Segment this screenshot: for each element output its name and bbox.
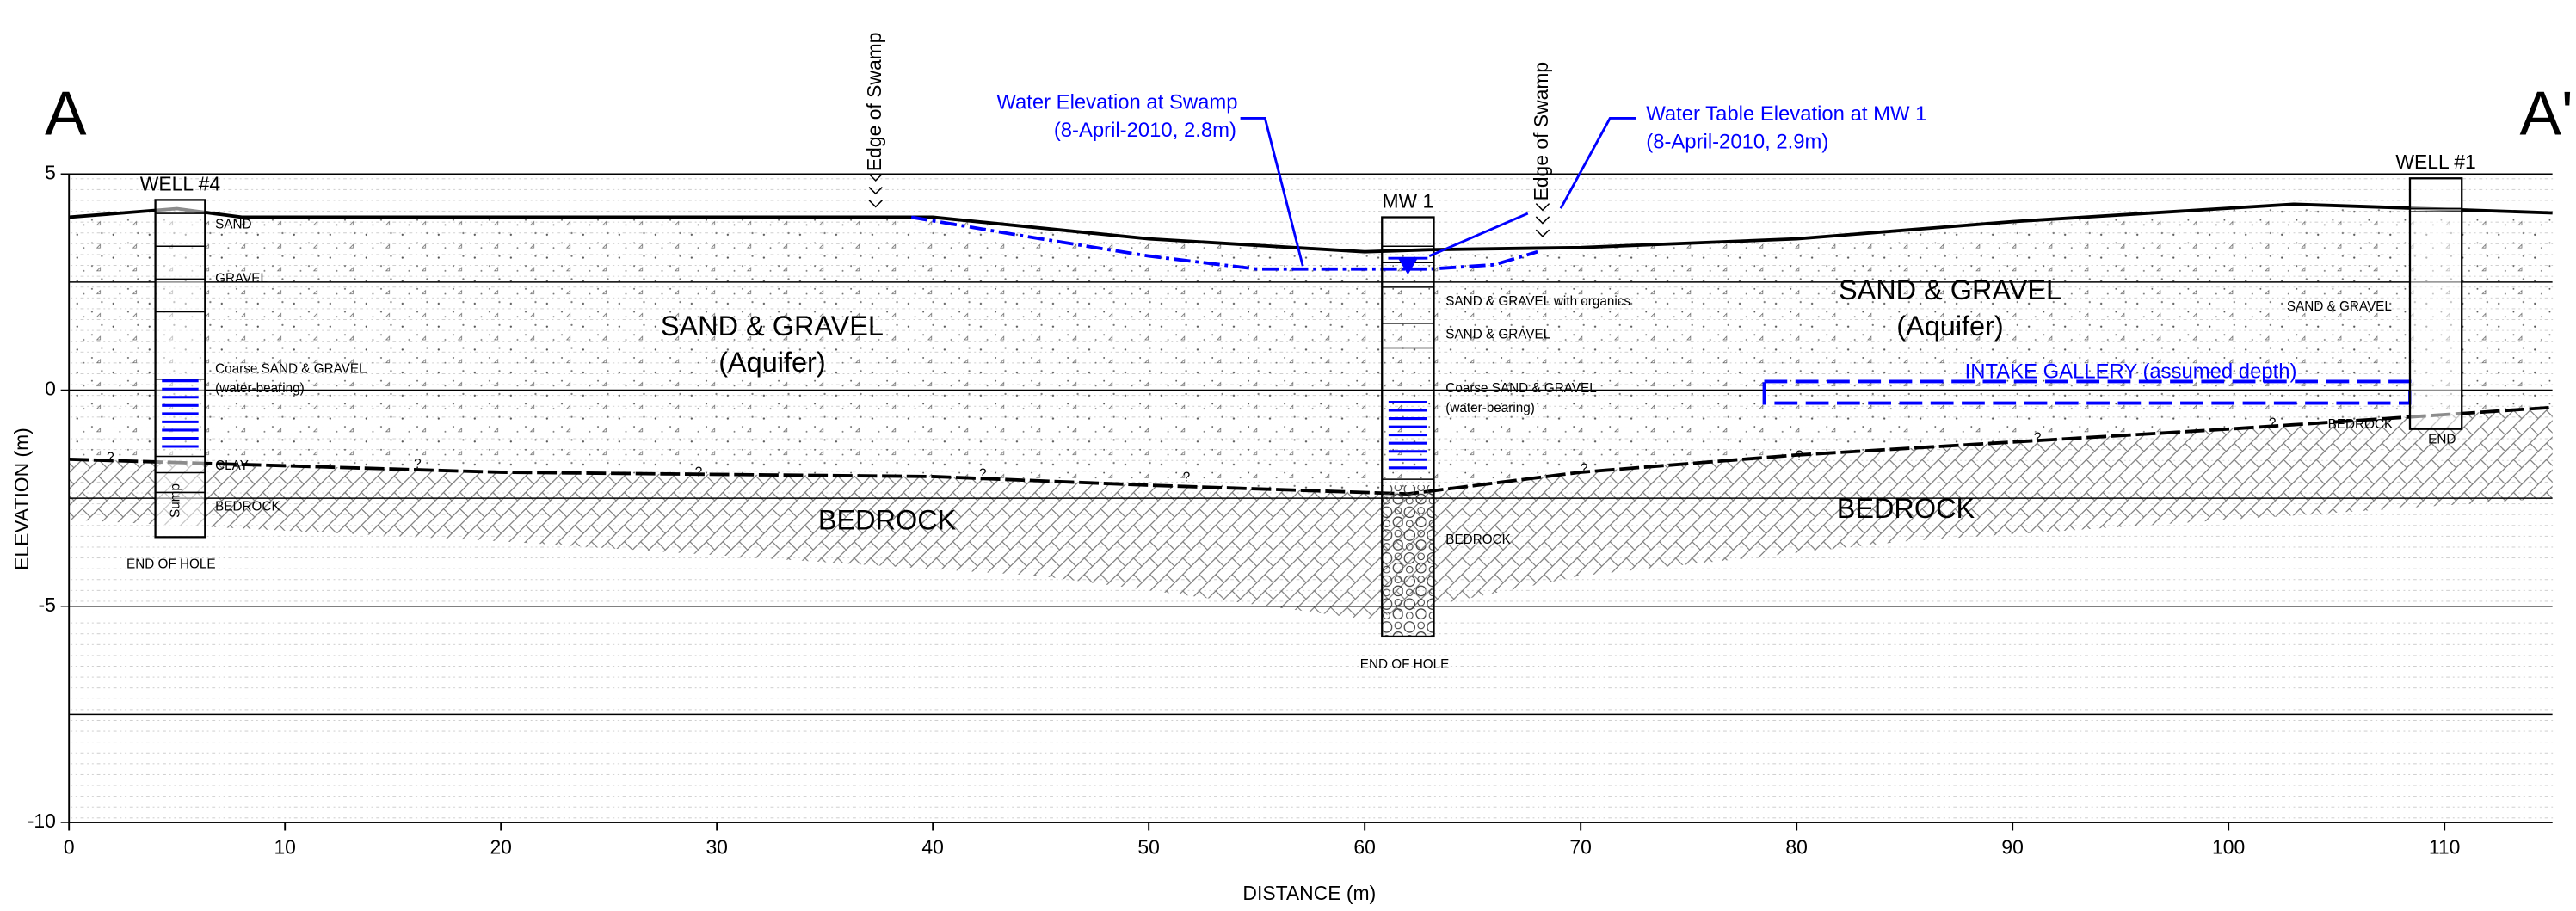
annotation: Water Table Elevation at MW 1 <box>1646 102 1926 126</box>
aquifer-fill <box>69 204 2553 495</box>
x-tick-label: 30 <box>706 836 727 859</box>
y-tick-label: 0 <box>45 378 56 400</box>
annotation: (8-April-2010, 2.9m) <box>1646 130 1828 153</box>
well-name: WELL #4 <box>140 172 221 194</box>
x-tick-label: 20 <box>490 836 511 859</box>
log-label: SAND & GRAVEL <box>1445 327 1550 342</box>
well-column <box>154 199 206 539</box>
annotation: (8-April-2010, 2.8m) <box>1054 119 1236 142</box>
log-label: END <box>2428 432 2456 446</box>
log-label: BEDROCK <box>215 500 280 514</box>
log-label: SAND & GRAVEL <box>2287 299 2392 314</box>
well-rock-fill <box>1382 485 1434 637</box>
x-tick-label: 60 <box>1353 836 1375 859</box>
log-label: (water-bearing) <box>1445 401 1535 415</box>
log-label: Coarse SAND & GRAVEL <box>1445 381 1596 396</box>
log-label: GRAVEL <box>215 271 268 286</box>
intake-label: INTAKE GALLERY (assumed depth) <box>1965 360 2297 383</box>
section-end: A' <box>2520 79 2573 149</box>
x-tick-label: 90 <box>2001 836 2023 859</box>
layer-label: BEDROCK <box>818 504 957 535</box>
layer-label: (Aquifer) <box>718 347 825 378</box>
question-mark: ? <box>414 457 422 471</box>
x-tick-label: 50 <box>1137 836 1159 859</box>
ground-surface <box>69 202 2553 254</box>
question-mark: ? <box>1183 470 1191 484</box>
edge-label: Edge of Swamp <box>1530 62 1552 201</box>
log-label: END OF HOLE <box>1360 657 1450 672</box>
log-label: Coarse SAND & GRAVEL <box>215 361 366 376</box>
well-column <box>1381 216 1435 638</box>
bedrock-fill <box>69 407 2553 619</box>
log-label: BEDROCK <box>2328 417 2394 432</box>
log-label: Sump <box>168 483 182 518</box>
layers <box>69 204 2553 619</box>
question-mark: ? <box>2034 430 2042 445</box>
uncertain-marks: ? ? ? ? ? ? ? ? ? <box>107 415 2276 484</box>
x-tick-label: 10 <box>274 836 295 859</box>
x-axis-label: DISTANCE (m) <box>1242 882 1376 904</box>
water-table-marker <box>1397 258 1418 275</box>
question-mark: ? <box>107 450 114 465</box>
y-tick-label: -5 <box>39 594 56 616</box>
layer-label: BEDROCK <box>1837 493 1975 524</box>
log-label: (water-bearing) <box>215 381 305 396</box>
well-logs: SAND GRAVEL Coarse SAND & GRAVEL (water-… <box>126 217 2456 671</box>
x-tick-label: 100 <box>2212 836 2245 859</box>
y-axis-label: ELEVATION (m) <box>10 428 33 570</box>
edge-arrows <box>868 173 1550 237</box>
y-tick-label: -10 <box>28 809 56 832</box>
log-label: BEDROCK <box>1445 532 1511 547</box>
x-tick-label: 70 <box>1569 836 1591 859</box>
log-label: SAND <box>215 217 251 231</box>
question-mark: ? <box>2269 415 2277 430</box>
question-mark: ? <box>1581 462 1588 477</box>
leader-lines <box>1240 116 1636 267</box>
x-tick-label: 80 <box>1785 836 1807 859</box>
question-mark: ? <box>695 465 703 480</box>
log-label: END OF HOLE <box>126 557 216 571</box>
log-label: SAND & GRAVEL with organics <box>1445 294 1630 309</box>
well-name: MW 1 <box>1382 189 1433 212</box>
well-name: WELL #1 <box>2395 151 2475 173</box>
x-tick-label: 110 <box>2429 836 2461 859</box>
layer-label: (Aquifer) <box>1896 311 2003 342</box>
x-tick-label: 0 <box>64 836 75 859</box>
y-tick-label: 5 <box>45 161 56 183</box>
annotation: Water Elevation at Swamp <box>996 91 1237 114</box>
question-mark: ? <box>1796 448 1803 463</box>
layer-label: SAND & GRAVEL <box>1839 274 2061 305</box>
question-mark: ? <box>979 466 987 481</box>
log-label: CLAY <box>215 459 249 473</box>
well-column <box>2408 177 2463 430</box>
edge-label: Edge of Swamp <box>863 33 885 172</box>
swamp-water <box>910 215 1538 271</box>
layer-label: SAND & GRAVEL <box>661 311 884 342</box>
x-tick-label: 40 <box>921 836 943 859</box>
section-start: A <box>45 79 87 149</box>
